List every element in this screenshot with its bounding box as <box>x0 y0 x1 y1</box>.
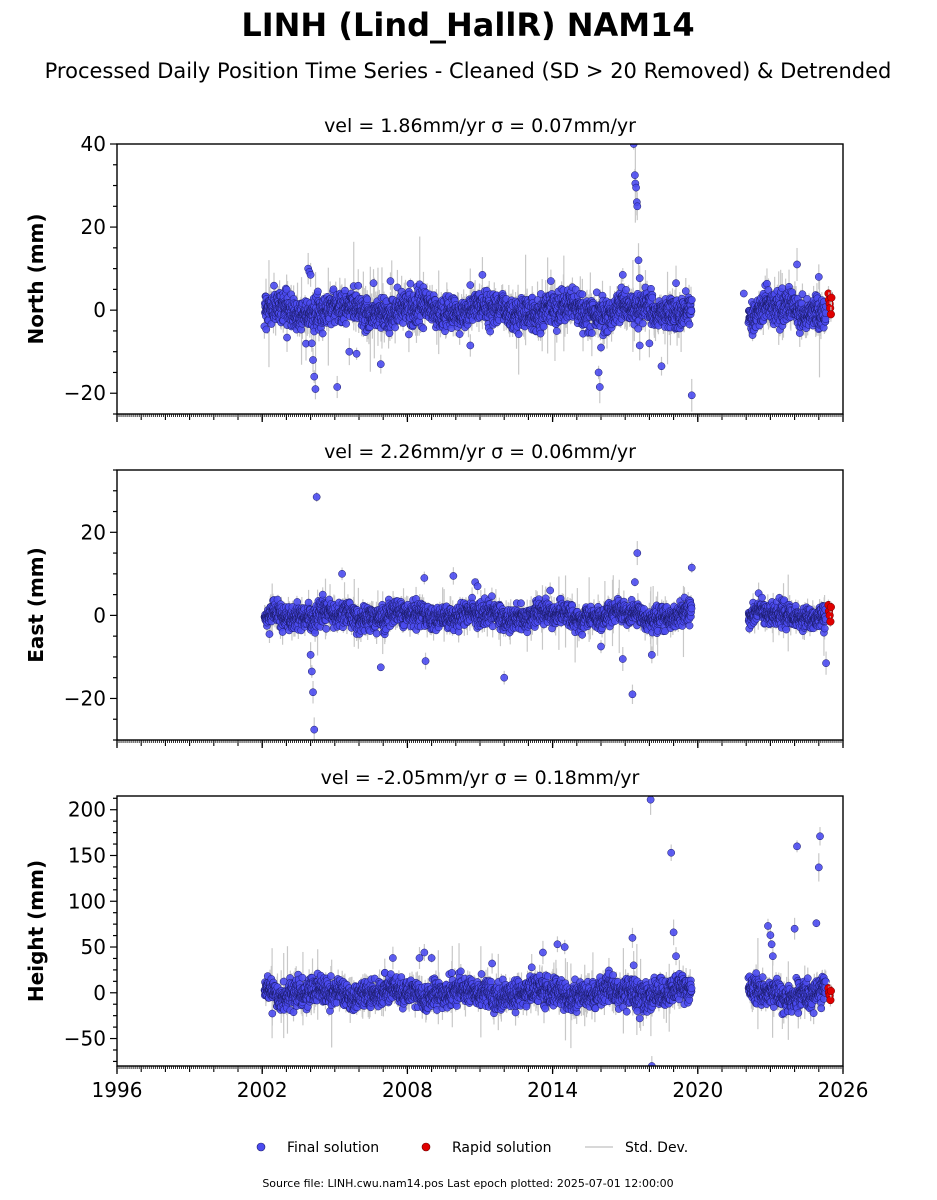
final-point <box>314 287 322 296</box>
final-point <box>455 330 464 338</box>
final-point <box>595 383 604 391</box>
final-point <box>539 322 548 331</box>
y-tick-label: 40 <box>81 132 106 156</box>
final-point <box>405 330 413 339</box>
final-point <box>419 324 428 333</box>
final-point <box>632 183 640 192</box>
final-point <box>306 270 315 279</box>
y-axis-label-east: East (mm) <box>24 547 48 663</box>
final-point <box>739 289 748 298</box>
final-point <box>345 347 354 356</box>
panel-north: vel = 1.86mm/yr σ = 0.07mm/yr North (mm) −… <box>24 115 844 422</box>
axes-frame-north <box>116 143 844 415</box>
plot-area-north <box>260 144 836 412</box>
final-points-north <box>260 144 830 400</box>
final-point <box>685 320 694 329</box>
final-point <box>329 285 338 294</box>
panels: vel = 1.86mm/yr σ = 0.07mm/yr North (mm) −… <box>24 115 868 1102</box>
final-point <box>793 260 801 269</box>
final-point <box>318 329 327 338</box>
final-point <box>270 281 278 290</box>
final-point <box>391 323 399 332</box>
final-point <box>648 293 657 302</box>
final-point <box>406 279 415 288</box>
figure-subtitle: Processed Daily Position Time Series - C… <box>45 59 892 83</box>
rapid-point <box>826 310 835 319</box>
final-point <box>342 319 350 328</box>
final-point <box>363 295 372 304</box>
final-point <box>333 383 342 391</box>
final-point <box>618 270 627 279</box>
final-point <box>376 360 385 369</box>
final-point <box>536 329 545 338</box>
final-point <box>466 341 475 350</box>
final-point <box>514 330 523 339</box>
final-point <box>635 274 644 283</box>
y-axis-label-north: North (mm) <box>24 213 48 344</box>
panel-title-east: vel = 2.26mm/yr σ = 0.06mm/yr <box>324 441 636 463</box>
final-point <box>578 290 587 299</box>
final-point <box>552 327 561 335</box>
figure-title: LINH (Lind_HallR) NAM14 <box>241 6 694 44</box>
final-point <box>310 372 319 381</box>
final-point <box>631 171 639 180</box>
final-point <box>594 368 603 377</box>
final-point <box>369 279 378 288</box>
final-point <box>687 296 696 304</box>
y-tick-label: −20 <box>64 381 106 405</box>
plot-area-east <box>260 492 835 740</box>
final-point <box>352 349 361 358</box>
final-point <box>307 339 316 348</box>
panel-title-north: vel = 1.86mm/yr σ = 0.07mm/yr <box>324 115 636 137</box>
std-dev-bars-north <box>263 144 827 412</box>
final-point <box>634 256 643 265</box>
final-point <box>282 285 291 294</box>
final-point <box>638 319 647 328</box>
rapid-point <box>827 293 836 302</box>
final-point <box>687 306 696 315</box>
final-point <box>486 327 495 336</box>
final-point <box>311 385 320 393</box>
final-point <box>547 277 555 285</box>
final-point <box>814 273 823 281</box>
final-point <box>633 202 642 211</box>
final-point <box>283 333 291 342</box>
final-point <box>635 341 644 350</box>
final-point <box>687 391 696 400</box>
final-point <box>597 343 605 352</box>
final-point <box>763 279 771 288</box>
final-point <box>622 286 630 294</box>
final-point <box>588 329 596 337</box>
final-point <box>478 270 487 279</box>
final-point <box>466 281 475 289</box>
final-point <box>645 339 654 348</box>
final-point <box>657 362 666 371</box>
final-point <box>262 325 271 334</box>
y-tick-label: 0 <box>93 298 106 322</box>
final-point <box>386 277 395 285</box>
final-point <box>309 356 317 364</box>
y-tick-label: 20 <box>81 215 106 239</box>
final-point <box>354 281 363 290</box>
final-point <box>672 279 680 288</box>
